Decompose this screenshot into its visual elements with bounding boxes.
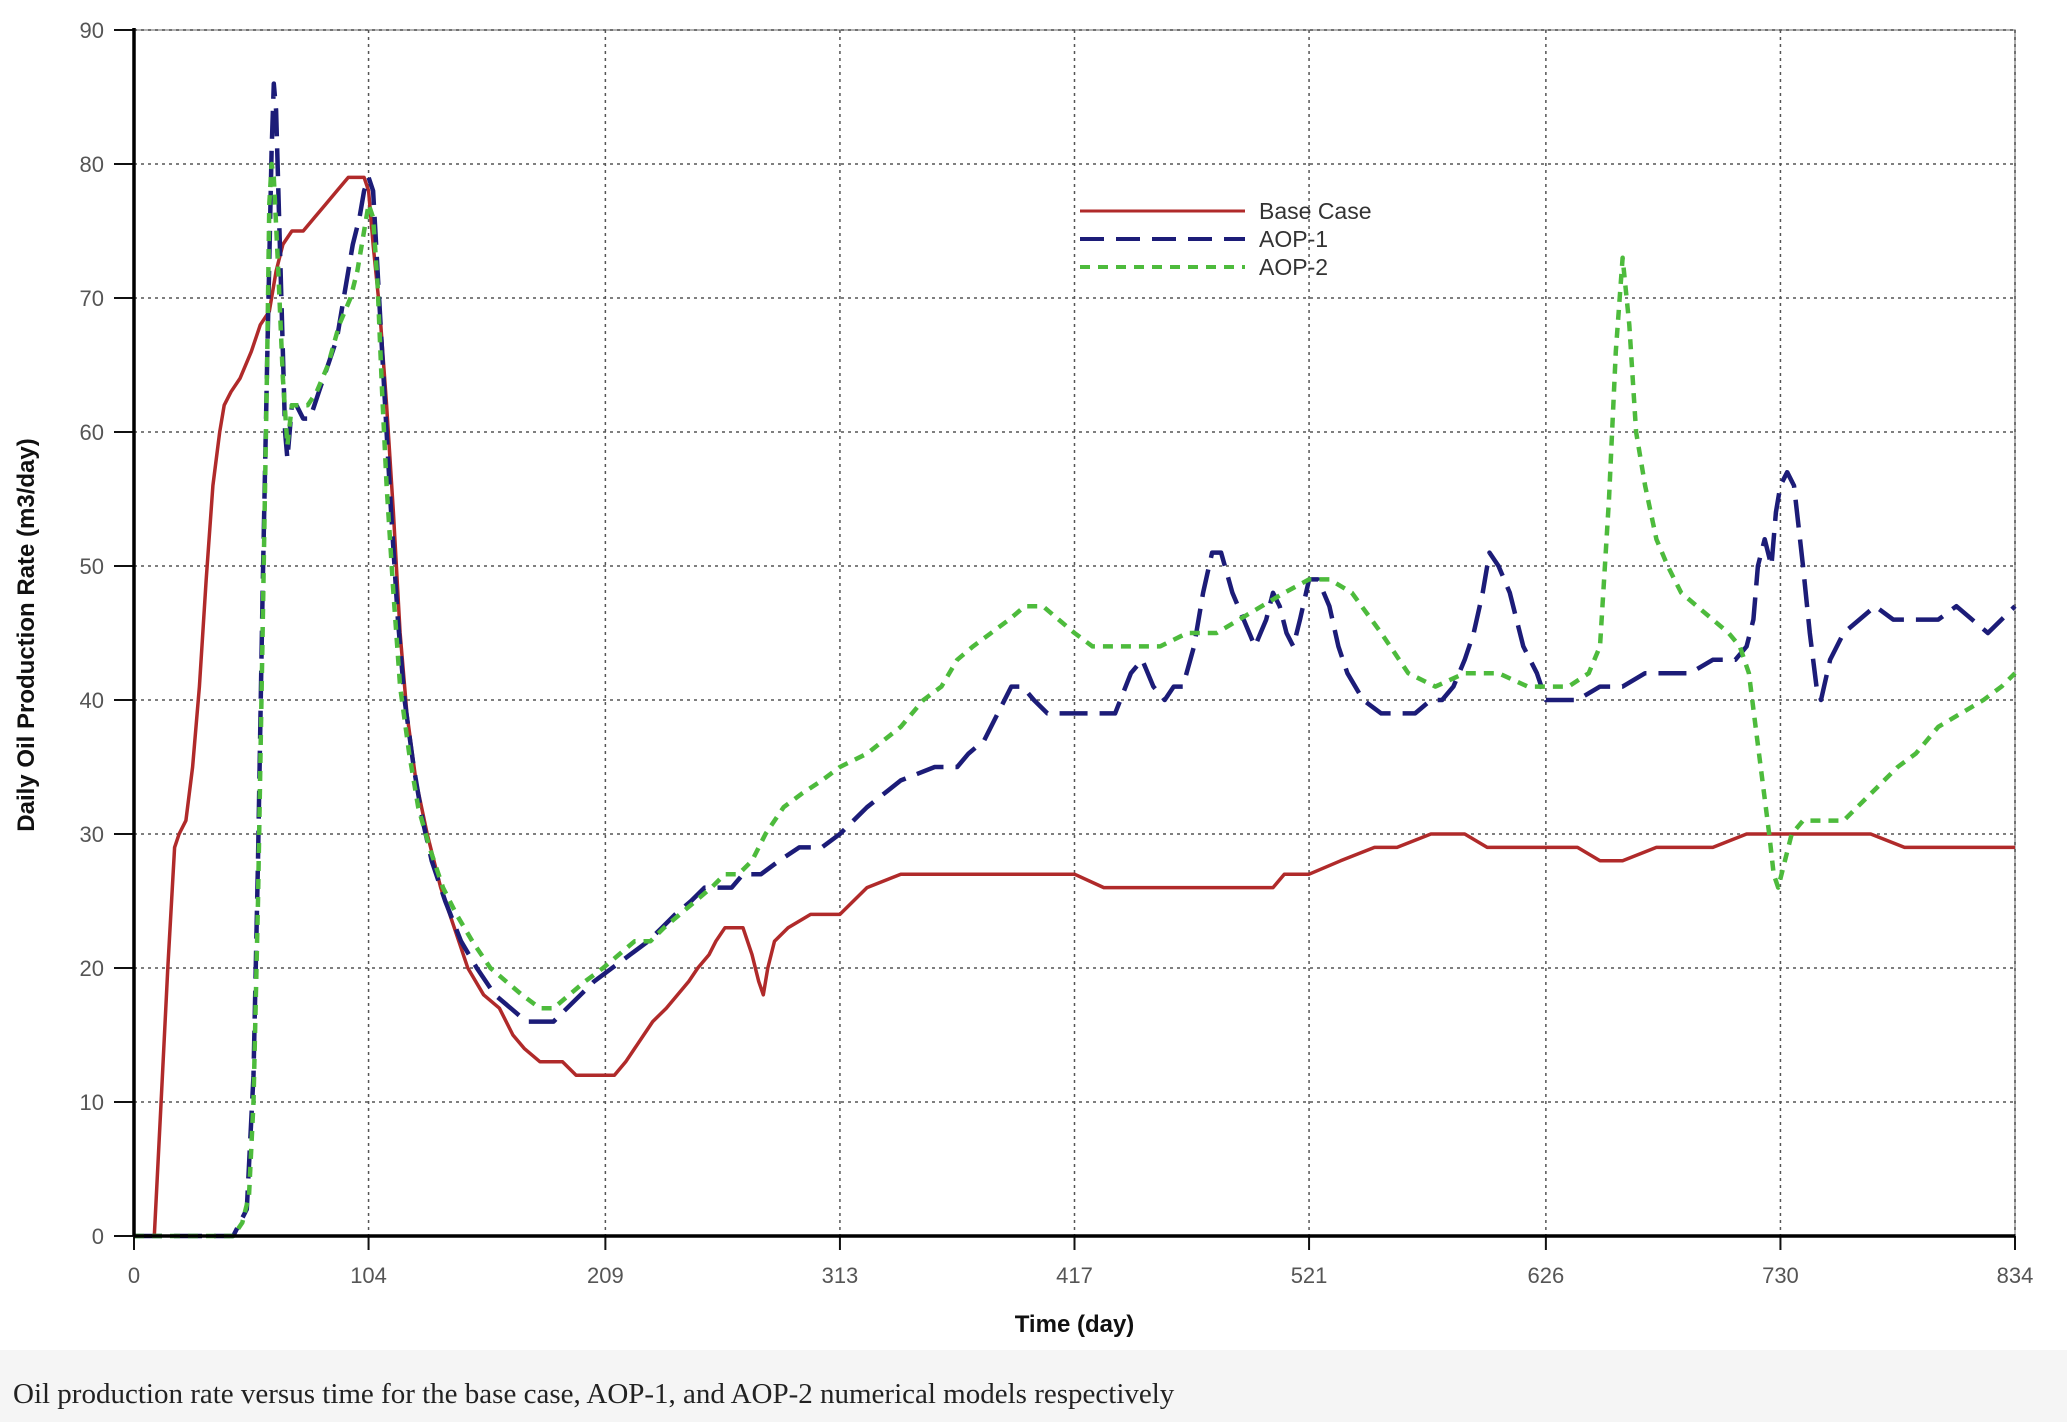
axes: 0 10 20 30 40 50 60 70 80 90 0 104 209 313 417 521 626 73… [80,18,2034,1288]
x-axis-title: Time (day) [1015,1311,1135,1338]
x-tick-label: 0 [128,1263,140,1288]
y-axis-title: Daily Oil Production Rate (m3/day) [13,438,40,831]
x-tick-label: 104 [350,1263,387,1288]
series-line-aop-1 [134,81,2017,1239]
y-tick-label: 0 [92,1224,104,1249]
x-tick-label: 730 [1762,1263,1799,1288]
legend-label: AOP-1 [1259,226,1328,252]
y-tick-label: 80 [80,152,104,177]
y-tick-label: 70 [80,286,104,311]
legend-label: Base Case [1259,198,1372,224]
y-tick-label: 90 [80,18,104,43]
x-tick-label: 417 [1056,1263,1093,1288]
x-tick-label: 313 [822,1263,859,1288]
x-tick-label: 626 [1528,1263,1565,1288]
legend-label: AOP-2 [1259,254,1328,280]
y-tick-label: 50 [80,554,104,579]
figure-caption: Oil production rate versus time for the … [13,1378,1175,1410]
y-tick-label: 30 [80,822,104,847]
y-tick-label: 60 [80,420,104,445]
x-tick-label: 209 [587,1263,624,1288]
series-line-base-case [152,175,2015,1237]
x-tick-label: 834 [1997,1263,2034,1288]
series-line-aop-2 [134,161,2017,1239]
y-tick-label: 20 [80,956,104,981]
y-tick-label: 10 [80,1090,104,1115]
chart-figure: 0 10 20 30 40 50 60 70 80 90 0 104 209 313 417 521 626 73… [13,18,2034,1338]
series-layer [134,81,2017,1239]
line-chart: 0 10 20 30 40 50 60 70 80 90 0 104 209 313 417 521 626 73… [13,18,2034,1338]
y-tick-label: 40 [80,688,104,713]
x-tick-label: 521 [1291,1263,1328,1288]
